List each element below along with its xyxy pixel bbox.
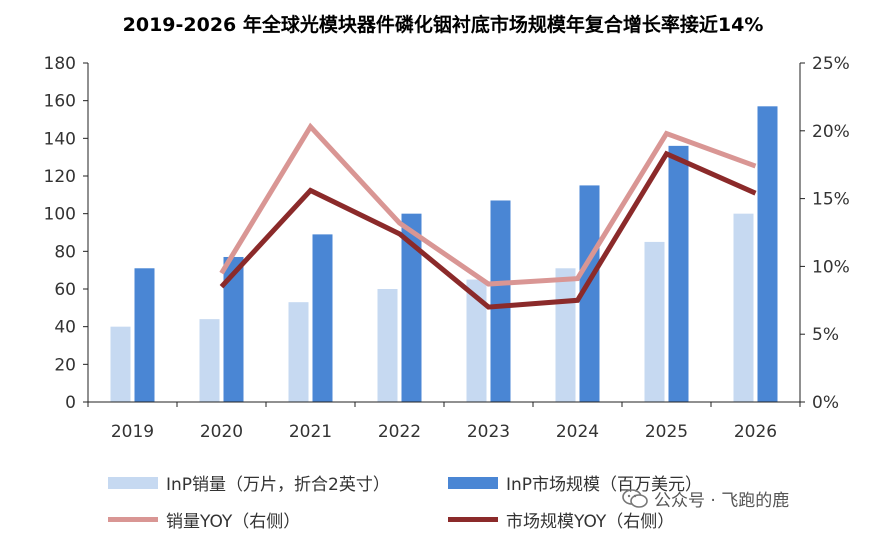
bar-volume-2024 [555,268,576,402]
x-tick-label-2024: 2024 [556,422,599,442]
left-tick-label: 180 [44,54,76,74]
bar-market-2020 [223,256,244,402]
legend-swatch-market-yoy [448,517,498,522]
x-tick-label-2022: 2022 [378,422,421,442]
legend-label-volume: InP销量（万片，折合2英寸） [166,475,390,495]
bar-volume-2022 [377,289,398,402]
bar-layer [110,106,778,403]
bar-volume-2019 [110,326,131,402]
left-tick-label: 120 [44,167,76,187]
bar-market-2026 [757,106,778,403]
line-market-yoy [219,150,757,310]
left-tick-label: 160 [44,92,76,112]
right-tick-label: 20% [812,122,850,142]
x-tick-label-2026: 2026 [734,422,777,442]
x-tick-label-2021: 2021 [289,422,332,442]
bar-volume-2023 [466,279,487,402]
line-volume-yoy [219,122,757,287]
right-tick-label: 15% [812,190,850,210]
left-tick-label: 80 [54,242,76,262]
watermark-text: 公众号 · 飞跑的鹿 [654,491,790,511]
line-layer [219,122,757,310]
bar-market-2025 [668,145,689,402]
chart-title: 2019-2026 年全球光模块器件磷化铟衬底市场规模年复合增长率接近14% [122,14,764,36]
legend-swatch-volume [108,476,158,489]
x-tick-label-2019: 2019 [111,422,154,442]
right-tick-label: 10% [812,257,850,277]
left-tick-label: 140 [44,129,76,149]
wechat-icon [622,488,648,508]
legend-item-market-yoy: 市场规模YOY（右侧） [448,507,674,532]
watermark: 公众号 · 飞跑的鹿 [622,486,789,511]
legend-swatch-volume-yoy [108,517,158,522]
bar-volume-2021 [288,302,309,402]
bar-volume-2025 [644,241,665,402]
right-tick-label: 25% [812,54,850,74]
bar-market-2022 [401,213,422,402]
legend-item-market: InP市场规模（百万美元） [448,470,702,495]
legend-label-market-yoy: 市场规模YOY（右侧） [506,512,675,532]
bar-market-2021 [312,234,333,402]
bar-market-2019 [134,268,155,402]
legend-item-volume-yoy: 销量YOY（右侧） [108,507,300,532]
left-tick-label: 100 [44,205,76,225]
legend-label-market: InP市场规模（百万美元） [506,475,703,495]
bar-volume-2026 [733,213,754,402]
axes-layer: 0 20 40 60 80 100 120 140 160 180 0% 5% 10% 15% 20% 25%… [44,54,850,442]
bar-market-2024 [579,185,600,402]
legend-item-volume: InP销量（万片，折合2英寸） [108,470,390,495]
right-tick-label: 5% [812,325,839,345]
left-tick-label: 20 [54,355,76,375]
bar-volume-2020 [199,319,220,402]
x-tick-label-2025: 2025 [645,422,688,442]
bar-market-2023 [490,200,511,402]
legend-label-volume-yoy: 销量YOY（右侧） [166,512,301,532]
right-tick-label: 0% [812,393,839,413]
left-tick-label: 60 [54,280,76,300]
x-tick-label-2023: 2023 [467,422,510,442]
left-tick-label: 40 [54,318,76,338]
x-tick-label-2020: 2020 [200,422,243,442]
legend-swatch-market [448,476,498,489]
left-tick-label: 0 [65,393,76,413]
